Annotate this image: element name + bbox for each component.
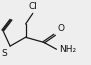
- Text: NH₂: NH₂: [59, 45, 76, 54]
- Text: S: S: [2, 49, 7, 58]
- Text: O: O: [57, 24, 64, 33]
- Text: Cl: Cl: [28, 2, 37, 11]
